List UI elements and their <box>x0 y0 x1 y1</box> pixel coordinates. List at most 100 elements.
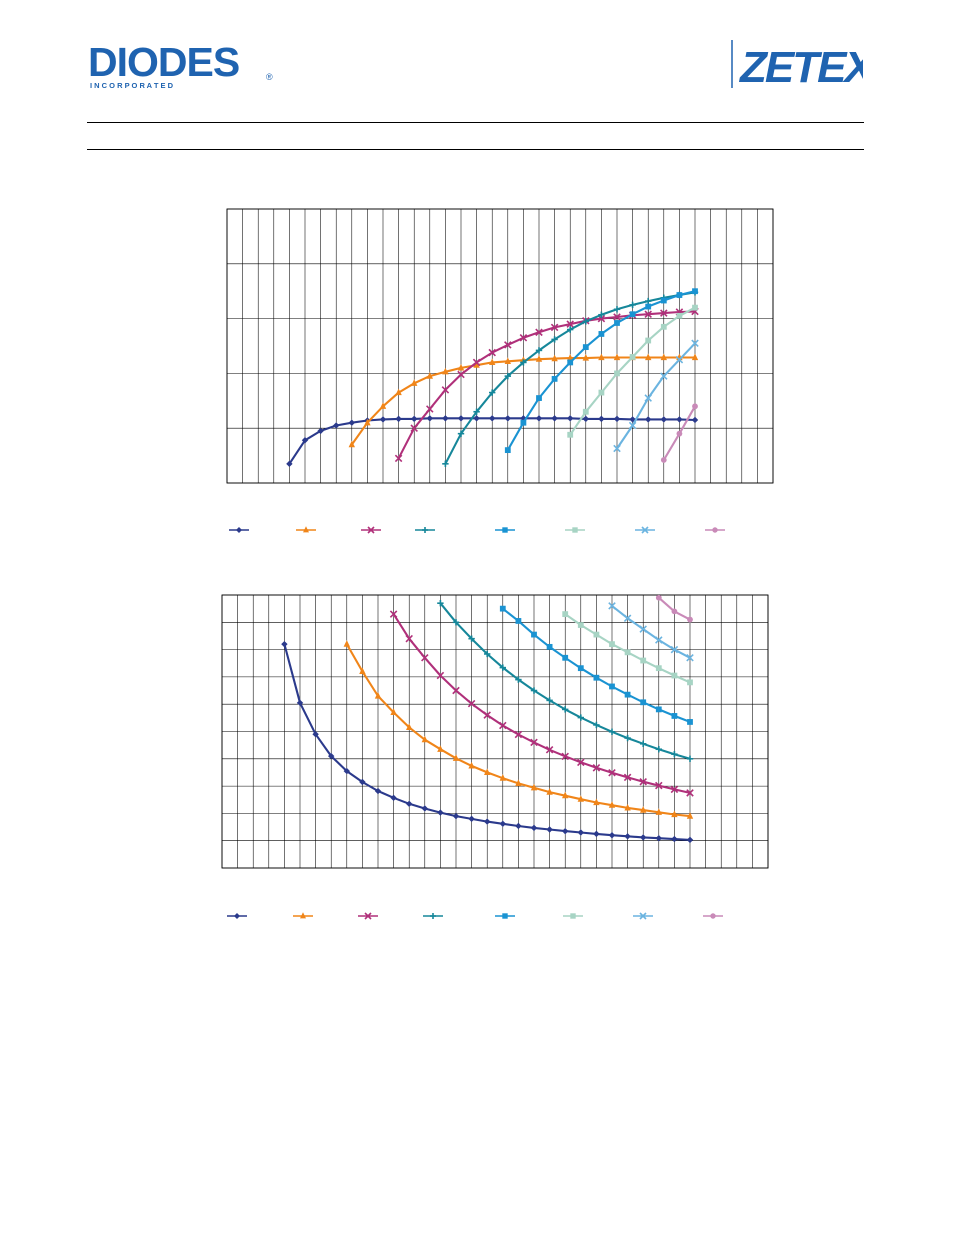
upper-chart-series-5-point <box>504 447 511 454</box>
upper-chart-series-1-point <box>379 416 387 423</box>
lower-chart-series-1-point <box>671 835 678 843</box>
lower-chart-series-4-point <box>624 734 631 742</box>
upper-chart-series-7-point <box>628 421 637 430</box>
upper-chart-series-3-point <box>550 323 559 332</box>
lower-chart-series-3 <box>389 610 694 797</box>
lower-chart-series-3-point <box>436 671 445 680</box>
upper-chart-series-1-point <box>473 415 480 422</box>
upper-chart-series-7-point <box>691 339 699 348</box>
lower-chart-series-6-point <box>671 672 678 679</box>
upper-chart-series-7-point <box>675 355 684 364</box>
lower-chart-series-3-point <box>655 781 663 790</box>
lower-chart-series-3-point <box>670 785 679 794</box>
lower-chart-series-2 <box>343 640 694 819</box>
lower-chart-legend-marker <box>300 912 306 919</box>
lower-chart-series-2-point <box>390 708 397 715</box>
upper-chart-series-1-point <box>333 422 340 429</box>
lower-chart-series-4-point <box>530 687 538 694</box>
upper-chart-series-2-point <box>348 440 355 448</box>
upper-chart-series-5-point <box>536 395 542 401</box>
upper-chart-series-2-point <box>473 361 480 368</box>
lower-chart-series-5-point <box>687 719 693 725</box>
lower-chart-series-3-point <box>545 746 554 754</box>
lower-chart-series-1-point <box>421 805 428 812</box>
lower-chart-series-4-point <box>515 676 522 683</box>
lower-chart-series-1-point <box>562 827 569 835</box>
lower-chart-legend-marker <box>430 913 436 919</box>
lower-chart-series-1-point <box>499 820 506 827</box>
lower-chart-legend-item-2 <box>293 912 313 919</box>
lower-chart-series-6-point <box>577 622 584 628</box>
upper-chart-series-3-point <box>472 358 481 367</box>
lower-chart-series-3-point <box>499 721 507 730</box>
lower-chart-series-1-point <box>452 812 460 820</box>
upper-chart-series-5-point <box>614 320 620 326</box>
upper-chart-legend-marker <box>367 526 375 534</box>
lower-chart-series-8-point <box>655 594 662 601</box>
lower-chart-series-7-point <box>623 614 632 622</box>
upper-chart-series-6-point <box>629 354 636 360</box>
upper-chart-series-5-point <box>629 311 636 318</box>
upper-chart-series-3-point <box>660 309 668 317</box>
upper-chart-series-4-point <box>457 430 465 437</box>
upper-chart-series-1-point <box>660 416 667 423</box>
lower-chart-series-4 <box>437 599 694 762</box>
lower-chart-series-4-point <box>686 755 694 762</box>
lower-chart-series-1-point <box>593 830 600 838</box>
upper-chart-series-3-point <box>535 328 543 337</box>
upper-chart-series-2-point <box>582 354 589 361</box>
header-rule-top <box>87 122 864 123</box>
upper-chart-series-6-point <box>660 323 667 330</box>
upper-chart-series-7 <box>613 339 699 453</box>
upper-chart-series-3-point <box>566 320 574 328</box>
upper-chart-series-1-point <box>457 415 465 422</box>
upper-chart-series-5-point <box>692 288 698 295</box>
upper-chart-plot-frame <box>226 208 774 484</box>
lower-chart-legend-marker <box>710 913 716 919</box>
upper-chart-legend-marker <box>641 526 649 534</box>
upper-chart-series-3-line <box>397 310 696 459</box>
upper-chart-legend-item-4 <box>415 527 435 533</box>
upper-chart-series-6-point <box>567 431 574 438</box>
lower-chart-series-3-point <box>561 752 569 761</box>
lower-chart-series-5-point <box>577 665 584 672</box>
upper-chart-series-2-point <box>395 388 402 396</box>
upper-chart-series-6-point <box>692 304 698 311</box>
lower-chart-series-4-point <box>671 750 678 758</box>
upper-chart-legend-marker <box>303 526 309 533</box>
lower-chart-series-4-point <box>562 706 569 713</box>
upper-chart-series-3-point <box>613 313 621 321</box>
lower-chart-legend-item-1 <box>227 913 247 919</box>
registered-mark: ® <box>266 72 273 82</box>
upper-chart-series-4-point <box>551 336 558 343</box>
upper-chart-series-5-point <box>598 331 605 337</box>
lower-chart-series-5-point <box>671 713 678 719</box>
diodes-logo: DIODES ® I N C O R P O R A T E D <box>88 38 278 90</box>
upper-chart-series-7-point <box>613 444 621 453</box>
lower-chart-series-3-point <box>530 738 538 747</box>
lower-chart-series-6 <box>562 611 693 686</box>
upper-chart-series-6 <box>567 304 698 438</box>
lower-chart-series-3-point <box>405 634 413 643</box>
lower-chart-legend-item-6 <box>563 913 583 919</box>
lower-chart-series-8-point <box>671 608 678 615</box>
lower-chart-legend-item-3 <box>358 912 378 920</box>
upper-chart-series-2-point <box>364 418 371 426</box>
upper-chart-series-1-point <box>317 427 324 435</box>
upper-chart-series-2-point <box>504 357 511 364</box>
lower-chart-series-2-point <box>593 798 600 806</box>
upper-chart-series-4-point <box>442 460 449 468</box>
zetex-logo: ZETEX <box>728 38 878 92</box>
lower-chart-series-2-point <box>452 754 460 761</box>
lower-chart-series-5-point <box>515 618 522 624</box>
upper-chart-series-7-line <box>616 342 696 450</box>
lower-chart-series-7-point <box>686 654 694 662</box>
lower-chart-series-1-point <box>515 822 522 830</box>
lower-chart-series-5-point <box>640 699 647 706</box>
lower-chart-legend-item-8 <box>703 913 723 919</box>
lower-chart-series-5-point <box>609 683 615 690</box>
upper-chart-series-2-point <box>613 353 621 361</box>
upper-chart-series-3-point <box>457 370 465 379</box>
lower-chart-series-4-point <box>468 635 475 642</box>
upper-chart-series-4-point <box>504 372 511 380</box>
